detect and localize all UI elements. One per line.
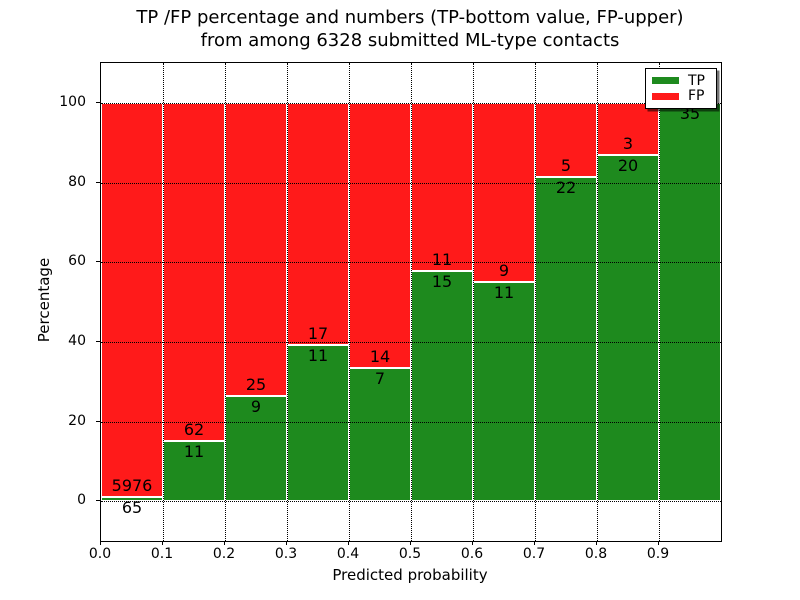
fp-count-label-5: 11 — [431, 250, 453, 270]
vgridline-1 — [163, 63, 164, 541]
legend: TP FP — [645, 68, 717, 109]
xtick-label-0.9: 0.9 — [646, 546, 670, 562]
x-axis-label: Predicted probability — [332, 566, 488, 584]
chart-title: TP /FP percentage and numbers (TP-bottom… — [100, 6, 720, 52]
ytick-label-20: 20 — [68, 412, 86, 429]
y-axis-label: Percentage — [35, 257, 53, 343]
fp-count-label-4: 14 — [369, 347, 391, 367]
xtick-label-0.1: 0.1 — [150, 546, 174, 562]
vgridline-9 — [659, 63, 660, 541]
bar-segment-fp-6 — [473, 102, 535, 283]
fp-count-label-2: 25 — [245, 374, 267, 394]
ytick-label-40: 40 — [68, 332, 86, 349]
bar-segment-tp-2 — [225, 395, 287, 502]
legend-item-fp: FP — [652, 89, 710, 103]
xtick-label-0.2: 0.2 — [212, 546, 236, 562]
xtick-0.0 — [100, 541, 101, 545]
chart-title-line2: from among 6328 submitted ML-type contac… — [200, 30, 620, 51]
xtick-0.5 — [410, 541, 411, 545]
bar-segment-fp-0 — [101, 102, 163, 497]
bar-segment-tp-4 — [349, 368, 411, 502]
vgridline-7 — [535, 63, 536, 541]
tp-count-label-3: 11 — [307, 345, 329, 365]
xtick-0.4 — [348, 541, 349, 545]
xtick-label-0.6: 0.6 — [460, 546, 484, 562]
xtick-0.2 — [224, 541, 225, 545]
ytick-20 — [96, 420, 100, 422]
ytick-100 — [96, 101, 100, 103]
ytick-label-80: 80 — [68, 173, 86, 190]
tp-count-label-7: 22 — [555, 177, 577, 197]
fp-count-label-8: 3 — [622, 133, 634, 153]
xtick-0.6 — [472, 541, 473, 545]
xtick-0.1 — [162, 541, 163, 545]
fp-count-label-3: 17 — [307, 323, 329, 343]
xtick-label-0.8: 0.8 — [584, 546, 608, 562]
xtick-label-0.5: 0.5 — [398, 546, 422, 562]
plot-area: 5976 65 62 11 25 9 17 11 14 7 11 15 9 11 5 22 3 20 35 — [100, 62, 722, 542]
vgridline-4 — [349, 63, 350, 541]
xtick-label-0.0: 0.0 — [88, 546, 112, 562]
bar-segment-fp-1 — [163, 102, 225, 442]
xtick-label-0.3: 0.3 — [274, 546, 298, 562]
tp-count-label-8: 20 — [617, 155, 639, 175]
vgridline-3 — [287, 63, 288, 541]
fp-count-label-7: 5 — [560, 155, 572, 175]
legend-swatch-tp — [652, 77, 679, 85]
xtick-label-0.4: 0.4 — [336, 546, 360, 562]
xtick-0.9 — [658, 541, 659, 545]
ytick-60 — [96, 261, 100, 263]
bar-segment-tp-0 — [101, 496, 163, 502]
tp-count-label-2: 9 — [250, 396, 262, 416]
bar-segment-tp-7 — [535, 176, 597, 502]
bar-segment-tp-8 — [597, 154, 659, 502]
vgridline-2 — [225, 63, 226, 541]
legend-item-tp: TP — [652, 74, 710, 88]
xtick-label-0.7: 0.7 — [522, 546, 546, 562]
bar-segment-tp-3 — [287, 344, 349, 502]
tp-count-label-0: 65 — [121, 497, 143, 517]
ytick-80 — [96, 181, 100, 183]
vgridline-6 — [473, 63, 474, 541]
tp-count-label-6: 11 — [493, 283, 515, 303]
ytick-label-0: 0 — [77, 492, 86, 509]
ytick-40 — [96, 340, 100, 342]
xtick-0.7 — [534, 541, 535, 545]
tp-count-label-4: 7 — [374, 369, 386, 389]
ytick-label-60: 60 — [68, 253, 86, 270]
fp-count-label-6: 9 — [498, 261, 510, 281]
bar-segment-fp-5 — [411, 102, 473, 272]
legend-swatch-fp — [652, 92, 679, 100]
chart-title-line1: TP /FP percentage and numbers (TP-bottom… — [136, 7, 684, 28]
xtick-0.8 — [596, 541, 597, 545]
fp-count-label-0: 5976 — [111, 475, 153, 495]
legend-label-tp: TP — [688, 72, 705, 89]
bar-segment-tp-6 — [473, 282, 535, 502]
fp-count-label-1: 62 — [183, 420, 205, 440]
bar-segment-fp-7 — [535, 102, 597, 177]
legend-label-fp: FP — [688, 88, 705, 105]
vgridline-5 — [411, 63, 412, 541]
ytick-label-100: 100 — [59, 93, 86, 110]
bar-segment-tp-9 — [659, 102, 721, 502]
tp-count-label-5: 15 — [431, 272, 453, 292]
bar-segment-fp-3 — [287, 102, 349, 345]
vgridline-8 — [597, 63, 598, 541]
xtick-0.3 — [286, 541, 287, 545]
ytick-0 — [96, 500, 100, 502]
tp-count-label-1: 11 — [183, 442, 205, 462]
